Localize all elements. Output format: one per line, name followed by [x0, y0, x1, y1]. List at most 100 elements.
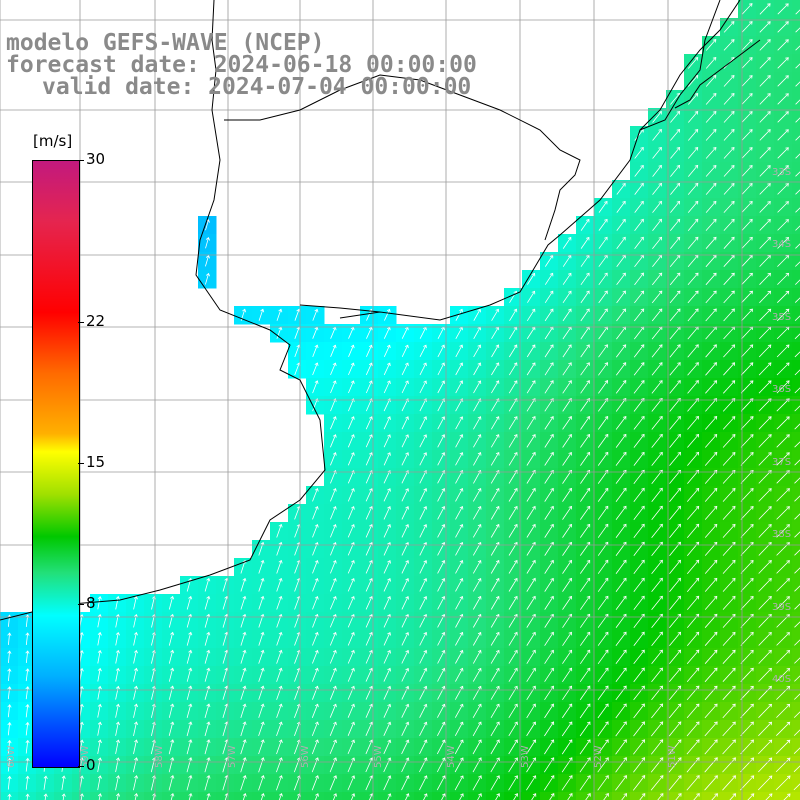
wind-arrow — [133, 704, 137, 718]
wind-arrow — [508, 721, 518, 737]
wind-arrowhead — [550, 523, 554, 528]
wind-arrow — [312, 668, 318, 682]
wind-arrow — [670, 129, 680, 141]
wind-arrow — [383, 327, 391, 339]
wind-arrow — [508, 416, 518, 430]
wind-arrow — [669, 596, 681, 610]
wind-arrow — [740, 488, 754, 502]
wind-arrowhead — [750, 703, 754, 708]
wind-arrowhead — [712, 111, 717, 115]
wind-arrowhead — [659, 757, 664, 761]
wind-arrowhead — [749, 129, 753, 133]
wind-arrow — [312, 380, 318, 394]
wind-arrow — [383, 596, 391, 610]
wind-arrowhead — [25, 775, 30, 780]
wind-arrow — [759, 147, 771, 159]
wind-arrow — [365, 704, 373, 718]
wind-arrowhead — [659, 685, 663, 690]
wind-arrowhead — [713, 398, 718, 402]
wind-arrowhead — [514, 487, 518, 492]
wind-arrowhead — [750, 775, 755, 779]
wind-arrow — [651, 344, 663, 358]
wind-arrow — [686, 685, 700, 701]
wind-arrowhead — [7, 650, 12, 654]
wind-arrowhead — [477, 595, 482, 600]
wind-arrow — [759, 273, 771, 285]
wind-speed-cell — [792, 306, 800, 325]
wind-arrow — [258, 721, 264, 737]
wind-arrow — [8, 651, 10, 663]
wind-arrowhead — [423, 667, 428, 672]
latitude-label: 40S — [772, 674, 791, 685]
wind-speed-cell — [792, 270, 800, 289]
wind-arrow — [616, 237, 626, 249]
wind-arrowhead — [731, 362, 736, 366]
wind-arrowhead — [641, 685, 645, 690]
wind-arrow — [133, 686, 137, 700]
wind-arrow — [473, 470, 481, 484]
wind-arrowhead — [695, 559, 700, 564]
wind-arrowhead — [314, 703, 319, 708]
wind-arrowhead — [387, 703, 392, 708]
wind-arrow — [544, 470, 554, 484]
wind-arrow — [509, 308, 517, 322]
wind-arrow — [776, 326, 790, 340]
wind-arrowhead — [460, 775, 464, 779]
wind-arrow — [777, 75, 789, 87]
wind-arrow — [616, 308, 626, 322]
wind-arrow — [561, 775, 573, 791]
wind-arrow — [527, 291, 535, 303]
wind-arrow — [686, 721, 700, 737]
wind-arrowhead — [351, 757, 356, 761]
wind-arrow — [670, 147, 680, 159]
wind-arrowhead — [732, 703, 736, 708]
wind-arrow — [634, 254, 644, 268]
wind-arrow — [369, 793, 373, 800]
wind-arrow — [419, 506, 427, 520]
wind-speed-cell — [306, 792, 325, 800]
wind-arrow — [258, 650, 264, 664]
wind-arrow — [597, 721, 609, 737]
wind-arrowhead — [514, 559, 518, 564]
wind-arrow — [294, 362, 300, 376]
colorbar-unit: [m/s] — [33, 132, 73, 150]
wind-arrow — [205, 273, 209, 285]
wind-arrowhead — [659, 577, 663, 582]
wind-arrowhead — [750, 578, 754, 582]
wind-arrowhead — [695, 344, 699, 348]
wind-arrowhead — [786, 488, 790, 492]
wind-arrow — [704, 703, 718, 719]
wind-arrow — [544, 273, 554, 285]
wind-arrow — [615, 542, 627, 556]
wind-arrowhead — [242, 757, 247, 761]
wind-arrowhead — [730, 129, 735, 133]
wind-arrow — [419, 650, 427, 664]
wind-arrow — [508, 739, 518, 755]
wind-arrowhead — [605, 775, 609, 779]
wind-arrow — [633, 434, 645, 448]
wind-arrowhead — [731, 434, 736, 438]
wind-arrow — [437, 524, 445, 538]
wind-arrow — [473, 416, 481, 430]
wind-arrowhead — [767, 290, 772, 295]
wind-arrowhead — [750, 739, 754, 744]
wind-arrow — [312, 309, 318, 321]
wind-arrowhead — [387, 649, 391, 654]
wind-arrow — [740, 686, 754, 700]
wind-arrowhead — [658, 182, 662, 187]
wind-arrowhead — [731, 200, 735, 205]
wind-arrowhead — [206, 792, 211, 797]
wind-arrow — [508, 560, 518, 574]
wind-arrowhead — [314, 344, 319, 349]
wind-arrow — [508, 344, 518, 358]
wind-arrowhead — [260, 595, 265, 600]
wind-arrowhead — [568, 631, 572, 636]
wind-arrow — [723, 326, 735, 340]
wind-arrow — [133, 650, 137, 664]
wind-arrow — [615, 775, 627, 791]
wind-arrowhead — [405, 721, 410, 726]
wind-arrow — [759, 255, 771, 267]
wind-arrow — [580, 272, 590, 286]
wind-speed-cell — [108, 792, 127, 800]
wind-arrowhead — [787, 793, 791, 797]
